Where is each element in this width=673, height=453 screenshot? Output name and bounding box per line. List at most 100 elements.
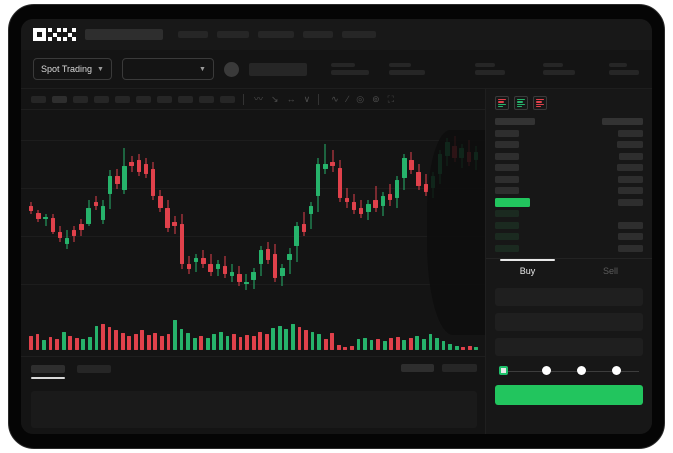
ticker-stat <box>608 63 639 75</box>
interval-4[interactable] <box>115 95 130 103</box>
volume-bar <box>107 327 112 350</box>
orders-tab-history[interactable] <box>77 365 111 373</box>
slider-handle[interactable] <box>499 366 508 375</box>
volume-bar <box>422 339 426 350</box>
orderbook-row[interactable] <box>495 243 643 255</box>
volume-bar <box>408 338 413 350</box>
settings-icon[interactable]: ⊚ <box>372 93 380 104</box>
magnet-icon[interactable]: ∕ <box>346 93 349 104</box>
interval-8[interactable] <box>199 95 214 103</box>
volume-bar <box>454 346 459 350</box>
interval-7[interactable] <box>178 95 193 103</box>
orderbook-amount <box>618 187 643 195</box>
candle <box>416 114 421 300</box>
chart-overlay-shape <box>427 130 485 335</box>
orderbook-row[interactable] <box>495 231 643 243</box>
slider-stop-75[interactable] <box>612 366 622 375</box>
volume-bar <box>218 332 223 350</box>
orders-action-0[interactable] <box>401 364 434 372</box>
submit-buy-button[interactable] <box>495 385 643 405</box>
fullscreen-icon[interactable]: ⛶ <box>387 93 394 104</box>
interval-2[interactable] <box>73 95 88 103</box>
candle <box>215 114 220 300</box>
interval-5[interactable] <box>136 95 151 103</box>
orderbook-mode-bids-only-icon[interactable] <box>514 96 528 110</box>
candle <box>122 114 127 300</box>
orderbook-mode-asks-only-icon[interactable] <box>533 96 547 110</box>
orders-table-body <box>31 391 477 428</box>
volume-bar <box>467 346 472 350</box>
interval-9[interactable] <box>220 95 235 103</box>
volume-histogram <box>29 308 481 350</box>
candle <box>315 114 321 300</box>
chevron-down-icon[interactable]: ∨ <box>303 93 311 104</box>
orderbook-price <box>495 175 519 183</box>
volume-bar <box>474 347 479 350</box>
volume-bar <box>212 334 217 350</box>
volume-bar <box>68 336 73 350</box>
trendline-icon[interactable]: ↘ <box>271 93 279 104</box>
candle <box>380 114 385 300</box>
market-type-dropdown[interactable]: Spot Trading ▼ <box>33 58 112 80</box>
orderbook-row[interactable] <box>495 220 643 232</box>
volume-bar <box>382 341 387 350</box>
orders-action-1[interactable] <box>442 364 477 372</box>
nav-item-1[interactable] <box>217 31 249 38</box>
orderbook-row[interactable] <box>495 197 643 209</box>
nav-item-0[interactable] <box>178 31 208 38</box>
interval-1[interactable] <box>52 95 67 103</box>
candlestick-series <box>29 114 481 300</box>
volume-bar <box>87 337 92 350</box>
orders-tab-label <box>31 365 65 373</box>
price-chart[interactable] <box>21 110 485 356</box>
line-chart-icon[interactable]: ∿ <box>331 93 339 104</box>
orderbook-mode-both-icon[interactable] <box>495 96 509 110</box>
nav-item-4[interactable] <box>342 31 376 38</box>
candle <box>280 114 285 300</box>
trading-pair-select[interactable]: ▼ <box>121 58 214 80</box>
okx-logo-icon[interactable] <box>33 28 76 41</box>
interval-6[interactable] <box>157 95 172 103</box>
price-field[interactable] <box>495 288 643 306</box>
compare-icon[interactable]: ↔ <box>286 93 296 104</box>
volume-bar <box>448 344 453 350</box>
candle <box>330 114 335 300</box>
candle <box>366 114 371 300</box>
ticker-stat <box>388 63 425 75</box>
interval-3[interactable] <box>94 95 109 103</box>
volume-bar <box>186 333 190 350</box>
orderbook-rows[interactable] <box>486 114 652 254</box>
nav-item-3[interactable] <box>303 31 333 38</box>
candle <box>222 114 228 300</box>
orders-panel <box>21 356 485 434</box>
slider-stop-50[interactable] <box>577 366 587 375</box>
total-field[interactable] <box>495 338 643 356</box>
orders-tab-open[interactable] <box>31 365 65 379</box>
orderbook-row[interactable] <box>495 208 643 220</box>
tab-sell[interactable]: Sell <box>602 266 618 276</box>
orderbook-sidebar: Buy Sell <box>485 89 652 434</box>
nav-item-2[interactable] <box>258 31 294 38</box>
amount-field[interactable] <box>495 313 643 331</box>
orderbook-price <box>495 187 519 195</box>
ticker-bar: Spot Trading ▼ ▼ <box>21 50 652 89</box>
search-input[interactable] <box>85 29 163 40</box>
interval-0[interactable] <box>31 95 46 103</box>
volume-bar <box>160 336 164 350</box>
orderbook-row[interactable] <box>495 174 643 186</box>
stat-value <box>608 70 639 75</box>
orderbook-row[interactable] <box>495 185 643 197</box>
orderbook-row[interactable] <box>495 139 643 151</box>
orderbook-amount <box>619 152 643 160</box>
amount-percent-slider[interactable] <box>499 366 639 376</box>
orderbook-row[interactable] <box>495 151 643 163</box>
camera-icon[interactable]: ◎ <box>356 93 365 104</box>
tab-buy[interactable]: Buy <box>486 259 569 282</box>
slider-stop-25[interactable] <box>542 366 552 375</box>
candle <box>229 114 235 300</box>
candle <box>115 114 120 300</box>
orderbook-row[interactable] <box>495 162 643 174</box>
orderbook-row[interactable] <box>495 128 643 140</box>
indicator-icon[interactable]: 〰 <box>254 93 264 104</box>
candle <box>143 114 149 300</box>
